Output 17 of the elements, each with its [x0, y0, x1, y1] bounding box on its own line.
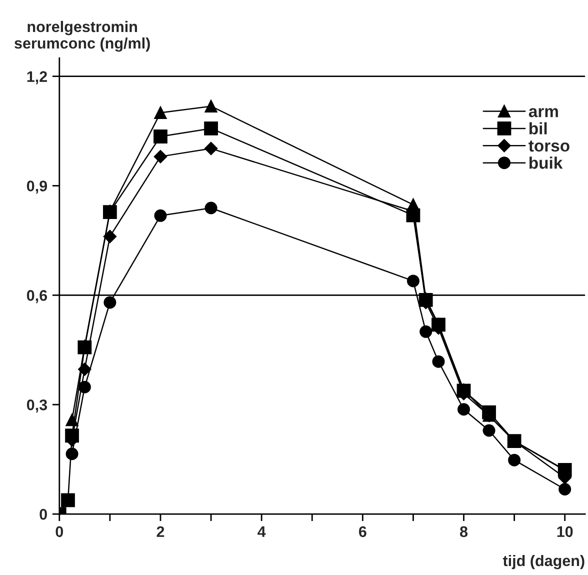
y-tick-label: 0,9 — [26, 180, 48, 194]
x-tick-label: 6 — [358, 526, 366, 538]
legend-label: torso — [528, 140, 570, 152]
y-tick-label: 0,3 — [26, 399, 48, 413]
y-axis-title: norelgestromin serumconc (ng/ml) — [14, 20, 150, 52]
legend-label: arm — [528, 108, 558, 118]
legend-label: buik — [529, 156, 563, 169]
y-tick-label: 1,2 — [27, 71, 47, 84]
x-tick-label: 4 — [258, 526, 266, 537]
legend-label: bil — [529, 122, 547, 134]
x-tick-label: 2 — [156, 526, 164, 537]
x-tick-label: 0 — [56, 526, 64, 538]
x-tick-label: 8 — [460, 526, 468, 538]
x-axis-title: tijd (dagen) — [502, 554, 584, 570]
y-tick-label: 0 — [40, 508, 47, 520]
x-tick-label: 10 — [557, 526, 573, 538]
y-tick-label: 0,6 — [26, 290, 48, 304]
